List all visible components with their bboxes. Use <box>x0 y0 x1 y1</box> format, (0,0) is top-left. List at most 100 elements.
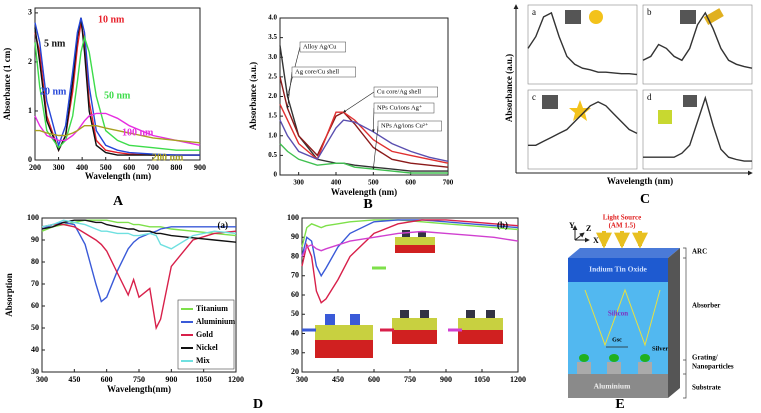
series-line <box>643 95 752 162</box>
series-line <box>279 76 449 168</box>
annotation-arrow <box>343 91 375 113</box>
y-tick-label: 60 <box>291 290 299 299</box>
series-line <box>34 34 200 151</box>
x-tick-label: 1200 <box>228 375 244 384</box>
silver-label: Silver <box>652 345 668 352</box>
side-label: Absorber <box>692 302 720 310</box>
annotation-box <box>377 120 442 132</box>
x-tick-label: 500 <box>368 179 379 187</box>
x-tick-label: 500 <box>100 163 112 172</box>
x-tick-label: 900 <box>194 163 206 172</box>
side-label: ARC <box>692 248 707 256</box>
y-tick-label: 40 <box>31 345 39 354</box>
series-label: 5 nm <box>44 38 66 49</box>
series-label: NPs Ag/ions Cu²⁺ <box>381 122 429 129</box>
layer-label: Silicon <box>608 310 628 318</box>
light-source: Light Source <box>603 214 642 222</box>
plot-label: (b) <box>497 220 508 230</box>
subplot-label: a <box>532 7 536 17</box>
y-tick-label: 3.5 <box>268 33 277 41</box>
subplot-label: c <box>532 92 536 102</box>
series-line <box>41 221 236 303</box>
axis-label: Y <box>569 221 575 230</box>
legend-label: Aluminium <box>196 317 235 326</box>
figure-label: C <box>640 192 650 207</box>
y-tick-label: 1.5 <box>268 112 277 120</box>
y-tick-label: 2.5 <box>268 72 277 80</box>
series-line <box>279 143 448 174</box>
x-tick-label: 800 <box>170 163 182 172</box>
y-tick-label: 2 <box>28 57 32 66</box>
y-tick-label: 1.0 <box>268 131 277 139</box>
annotation-box <box>299 41 346 53</box>
y-tick-label: 40 <box>291 328 299 337</box>
series-line <box>34 17 200 156</box>
series-label: 20 nm <box>40 86 67 97</box>
x-tick-label: 750 <box>404 375 416 384</box>
plot-frame <box>34 7 201 161</box>
x-tick-label: 400 <box>76 163 88 172</box>
series-line <box>642 11 753 69</box>
y-tick-label: 2.0 <box>268 92 277 100</box>
subplot-frame <box>642 89 753 170</box>
subplot-frame <box>642 4 753 85</box>
x-tick-label: 1050 <box>474 375 490 384</box>
series-line <box>301 219 519 248</box>
x-tick-label: 450 <box>332 375 344 384</box>
y-tick-label: 90 <box>291 232 299 241</box>
series-line <box>41 219 237 250</box>
y-tick-label: 4.0 <box>268 14 277 22</box>
gap-label: Gsc <box>612 337 622 343</box>
series-label: 200 nm <box>152 152 184 163</box>
y-tick-label: 80 <box>31 257 39 266</box>
solar-cell-diagram: Y Z X Light Source (AM 1.5) Indium Tin O… <box>568 214 734 412</box>
x-tick-label: 300 <box>293 179 304 187</box>
x-tick-label: 1050 <box>196 375 212 384</box>
axis-label: Z <box>586 224 591 233</box>
series-line <box>41 223 237 331</box>
y-tick-label: 0 <box>274 171 278 179</box>
series-label: 10 nm <box>98 14 125 25</box>
y-tick-label: 50 <box>291 309 299 318</box>
subplot-label: b <box>647 7 652 17</box>
x-tick-label: 450 <box>68 375 80 384</box>
series-line <box>34 112 201 146</box>
series-line <box>527 11 638 76</box>
layer-label: Aluminium <box>594 382 631 391</box>
subplot-frame <box>527 89 638 170</box>
y-tick-label: 30 <box>31 367 39 376</box>
series-line <box>279 103 449 164</box>
x-axis-label: Wavelength (nm) <box>85 171 151 181</box>
plot-label: (a) <box>218 220 229 230</box>
figure-label: A <box>113 194 124 209</box>
side-label: Grating/ <box>692 354 719 362</box>
y-axis-label: Absorbance (1 cm) <box>2 48 12 121</box>
series-line <box>301 219 519 278</box>
x-tick-label: 200 <box>29 163 41 172</box>
y-tick-label: 20 <box>291 367 299 376</box>
side-label: Nanoparticles <box>692 363 734 371</box>
series-line <box>279 45 448 172</box>
series-label: 100 nm <box>122 127 154 138</box>
layer-label: Indium Tin Oxide <box>589 265 647 274</box>
x-tick-label: 300 <box>53 163 65 172</box>
y-axis-label: Absorbance (a.u.) <box>504 54 514 122</box>
x-tick-label: 700 <box>147 163 159 172</box>
series-line <box>301 219 519 304</box>
annotation-box <box>291 66 356 78</box>
y-tick-label: 70 <box>31 279 39 288</box>
figure-label: B <box>363 197 372 212</box>
series-line <box>528 101 638 146</box>
series-line <box>41 219 237 243</box>
legend-label: Gold <box>196 330 213 339</box>
x-tick-label: 600 <box>405 179 416 187</box>
legend-label: Nickel <box>196 343 219 352</box>
annotation-box <box>373 102 435 114</box>
y-tick-label: 0.5 <box>268 151 277 159</box>
x-tick-label: 600 <box>101 375 113 384</box>
x-axis-label: Wavelength (nm) <box>607 176 673 186</box>
light-spec: (AM 1.5) <box>609 222 636 230</box>
x-axis-label: Wavelength(nm) <box>107 384 171 394</box>
series-label: 50 nm <box>104 90 131 101</box>
series-label: Alloy Ag/Cu <box>303 43 337 50</box>
